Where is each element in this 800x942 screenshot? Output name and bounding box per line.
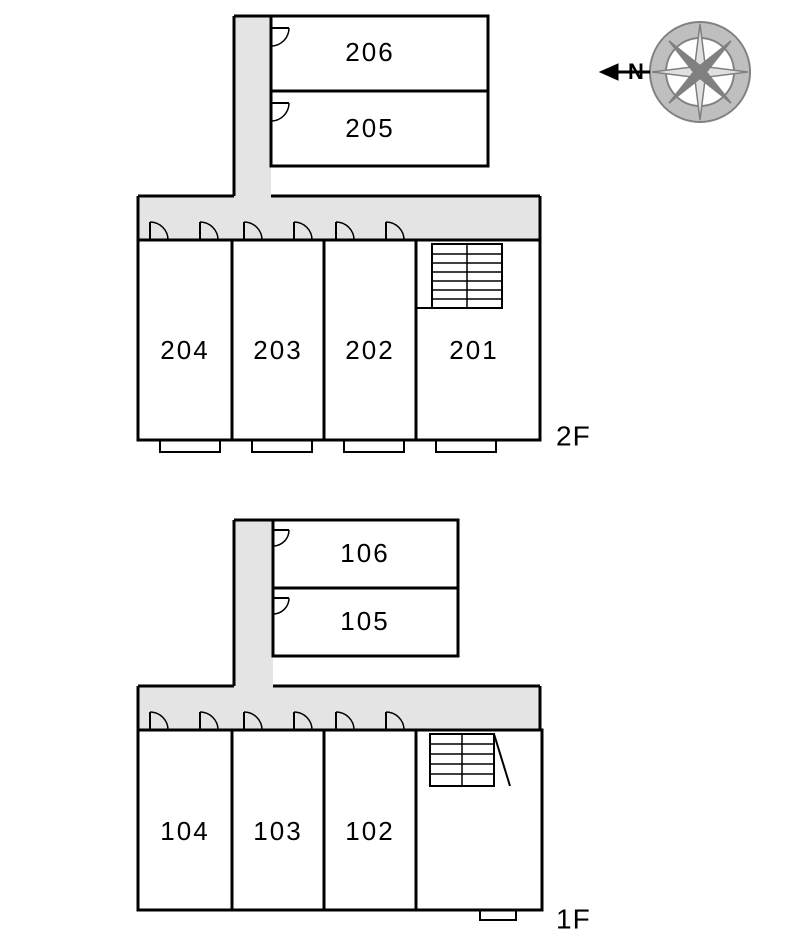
door-105 xyxy=(273,598,289,614)
north-arrow-icon: N xyxy=(600,59,650,84)
floor-2f: 206 205 xyxy=(138,16,591,452)
upper-block-2f: 206 205 xyxy=(234,16,488,196)
floor-plan-diagram: N 206 205 xyxy=(0,0,800,942)
compass-rose: N xyxy=(600,22,750,122)
floor-label-2f: 2F xyxy=(556,420,591,451)
room-label-202: 202 xyxy=(345,335,394,365)
stairs-1f xyxy=(430,734,510,786)
door-206 xyxy=(271,28,289,46)
room-label-103: 103 xyxy=(253,816,302,846)
door-205 xyxy=(271,103,289,121)
room-label-205: 205 xyxy=(345,113,394,143)
corridor-2f xyxy=(138,16,540,240)
room-label-106: 106 xyxy=(340,538,389,568)
room-label-102: 102 xyxy=(345,816,394,846)
north-label: N xyxy=(628,59,644,84)
room-label-104: 104 xyxy=(160,816,209,846)
room-label-204: 204 xyxy=(160,335,209,365)
balconies-2f xyxy=(160,440,496,452)
door-106 xyxy=(273,530,289,546)
stairs-2f xyxy=(416,244,502,308)
room-label-203: 203 xyxy=(253,335,302,365)
room-label-201: 201 xyxy=(449,335,498,365)
corridor-1f xyxy=(138,520,540,730)
floor-1f: 106 105 xyxy=(138,520,591,934)
room-label-105: 105 xyxy=(340,606,389,636)
room-label-206: 206 xyxy=(345,37,394,67)
floor-label-1f: 1F xyxy=(556,903,591,934)
